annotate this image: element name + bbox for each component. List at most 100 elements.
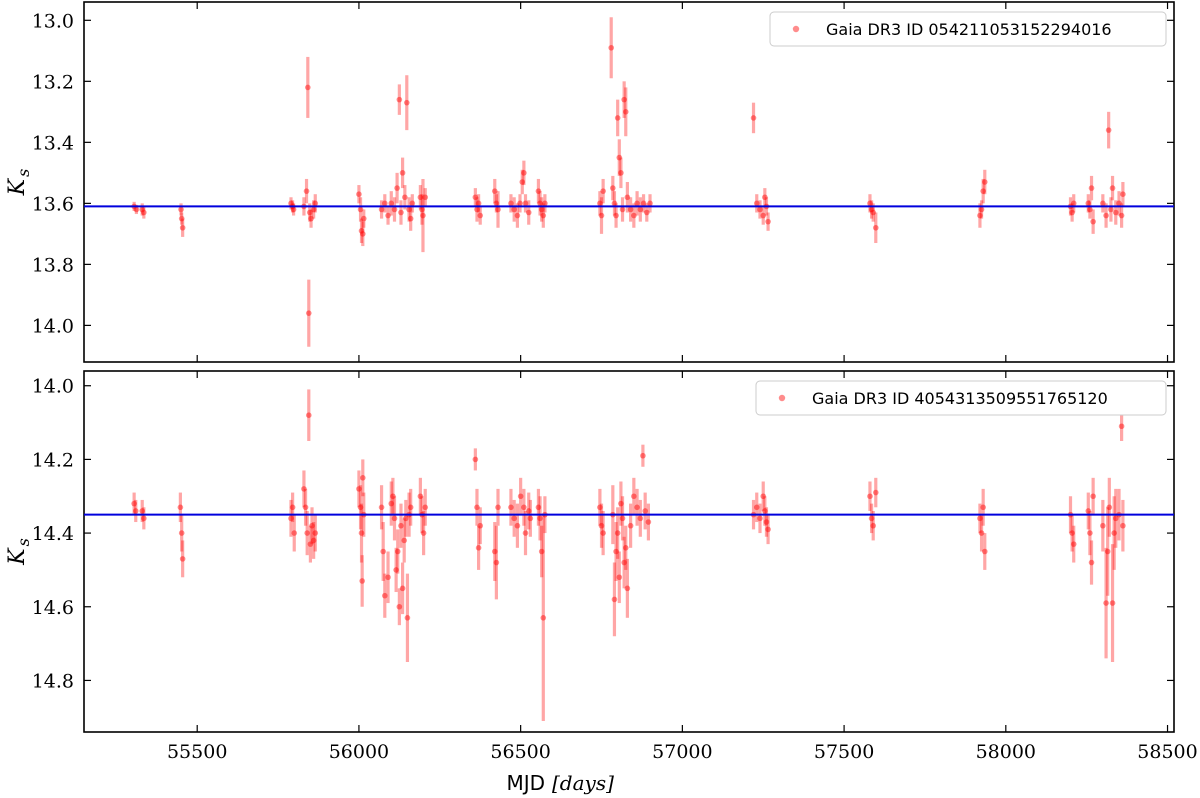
data-point <box>540 212 547 219</box>
legend-box <box>755 380 1167 416</box>
data-point <box>753 200 760 207</box>
x-tick-label: 58500 <box>1137 741 1197 763</box>
data-point <box>537 515 543 522</box>
data-point <box>521 170 527 176</box>
data-point <box>1106 504 1113 511</box>
x-axis-unit: [days] <box>552 771 614 795</box>
data-point <box>525 508 532 514</box>
data-point <box>762 508 768 514</box>
y-tick-label: 13.8 <box>32 254 74 276</box>
data-point <box>407 215 414 222</box>
data-point <box>618 500 624 507</box>
data-point <box>305 310 312 316</box>
x-tick-label: 56000 <box>329 741 389 763</box>
data-point <box>542 200 548 207</box>
data-point <box>358 228 365 234</box>
data-point <box>305 412 312 419</box>
data-point <box>868 206 875 213</box>
data-point <box>305 84 311 91</box>
data-point <box>477 212 484 219</box>
data-point <box>977 515 983 522</box>
y-tick-label: 14.4 <box>32 523 74 545</box>
data-point <box>357 206 364 213</box>
data-point <box>302 504 309 511</box>
data-point <box>1069 530 1075 536</box>
data-point <box>178 206 184 213</box>
data-point <box>139 206 146 213</box>
data-point <box>750 115 757 121</box>
data-point <box>475 545 482 551</box>
data-point <box>762 194 768 201</box>
data-point <box>872 224 879 231</box>
data-point <box>356 486 362 492</box>
data-point <box>399 585 406 592</box>
data-point <box>760 493 767 500</box>
data-point <box>404 615 411 621</box>
data-point <box>1108 206 1114 213</box>
data-point <box>493 200 500 207</box>
data-point <box>141 515 147 522</box>
data-point <box>179 556 186 562</box>
data-point <box>394 548 401 555</box>
x-tick-label: 56500 <box>490 741 550 763</box>
y-tick-label: 14.6 <box>32 597 74 619</box>
data-series <box>131 17 1126 347</box>
data-point <box>288 515 294 522</box>
data-point <box>402 194 408 201</box>
data-point <box>517 493 524 500</box>
data-point <box>535 188 542 194</box>
data-point <box>643 209 650 216</box>
data-point <box>614 115 621 121</box>
data-point <box>1118 423 1125 430</box>
data-point <box>391 206 398 213</box>
data-point <box>613 212 619 219</box>
data-point <box>382 592 388 599</box>
data-point <box>474 504 480 511</box>
data-point <box>624 585 631 592</box>
data-point <box>765 218 771 225</box>
data-point <box>511 206 517 213</box>
data-point <box>177 504 184 511</box>
data-point <box>401 537 408 544</box>
data-point <box>527 515 534 522</box>
plot-frame <box>83 1 1175 363</box>
data-point <box>631 493 637 500</box>
data-point <box>640 200 647 207</box>
data-point <box>981 179 988 185</box>
data-point <box>358 530 365 536</box>
data-point <box>619 206 626 213</box>
data-point <box>301 486 307 492</box>
data-point <box>640 452 646 459</box>
data-point <box>508 200 514 207</box>
data-point <box>508 504 514 511</box>
bottom-panel: 55500 56000 56500 57000 57500 58000 58500 14.0 1… <box>5 370 1198 763</box>
data-point <box>306 209 313 216</box>
data-point <box>398 209 404 216</box>
legend-marker <box>778 394 786 402</box>
data-point <box>1112 209 1119 216</box>
data-point <box>614 530 621 536</box>
data-point <box>291 530 298 536</box>
data-point <box>409 200 416 207</box>
data-point <box>872 489 879 496</box>
data-point <box>624 194 631 201</box>
data-point <box>422 504 429 511</box>
data-point <box>491 548 498 555</box>
data-point <box>616 154 623 161</box>
data-point <box>390 493 396 500</box>
data-point <box>622 109 629 115</box>
data-point <box>380 548 386 555</box>
data-point <box>474 206 480 213</box>
data-point <box>360 215 367 222</box>
data-point <box>133 206 140 213</box>
data-point <box>867 493 873 500</box>
data-point <box>627 206 634 213</box>
legend-label: Gaia DR3 ID 4054313509551765120 <box>812 389 1108 408</box>
data-point <box>514 212 521 219</box>
data-point <box>398 522 404 529</box>
data-point <box>598 522 605 529</box>
data-point <box>493 559 500 566</box>
data-point <box>622 545 629 551</box>
data-point <box>519 179 526 185</box>
data-point <box>495 504 501 511</box>
